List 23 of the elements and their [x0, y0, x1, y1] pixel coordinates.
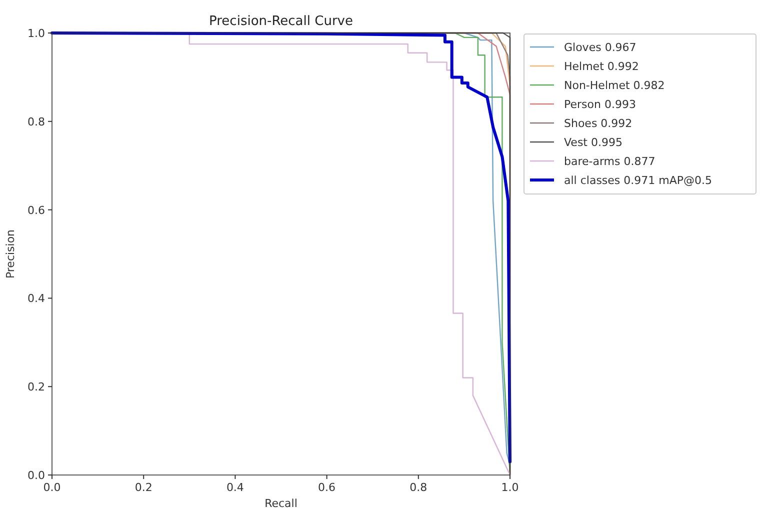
x-axis-title: Recall: [264, 497, 298, 510]
x-tick-label: 0.2: [134, 481, 152, 494]
y-tick-label: 0.2: [28, 380, 45, 394]
legend-label: Gloves 0.967: [564, 41, 636, 54]
x-tick-label: 0.0: [43, 481, 61, 494]
y-axis-title: Precision: [4, 229, 17, 279]
legend-label: Vest 0.995: [564, 136, 622, 149]
y-tick-label: 0.0: [28, 469, 45, 482]
legend-label: all classes 0.971 mAP@0.5: [564, 174, 712, 187]
legend-label: Non-Helmet 0.982: [564, 79, 665, 92]
legend-label: Shoes 0.992: [564, 117, 632, 130]
legend-label: Person 0.993: [564, 98, 636, 111]
x-tick-label: 0.4: [226, 481, 244, 494]
y-tick-label: 0.6: [28, 204, 45, 217]
chart-title: Precision-Recall Curve: [209, 14, 353, 29]
x-tick-label: 0.6: [318, 481, 336, 494]
y-tick-label: 0.4: [28, 292, 45, 306]
x-tick-label: 1.0: [501, 481, 519, 494]
x-tick-label: 0.8: [410, 481, 428, 494]
y-tick-label: 0.8: [28, 115, 45, 128]
legend-label: Helmet 0.992: [564, 60, 639, 73]
legend-label: bare-arms 0.877: [564, 155, 656, 168]
y-tick-label: 1.0: [28, 27, 45, 40]
